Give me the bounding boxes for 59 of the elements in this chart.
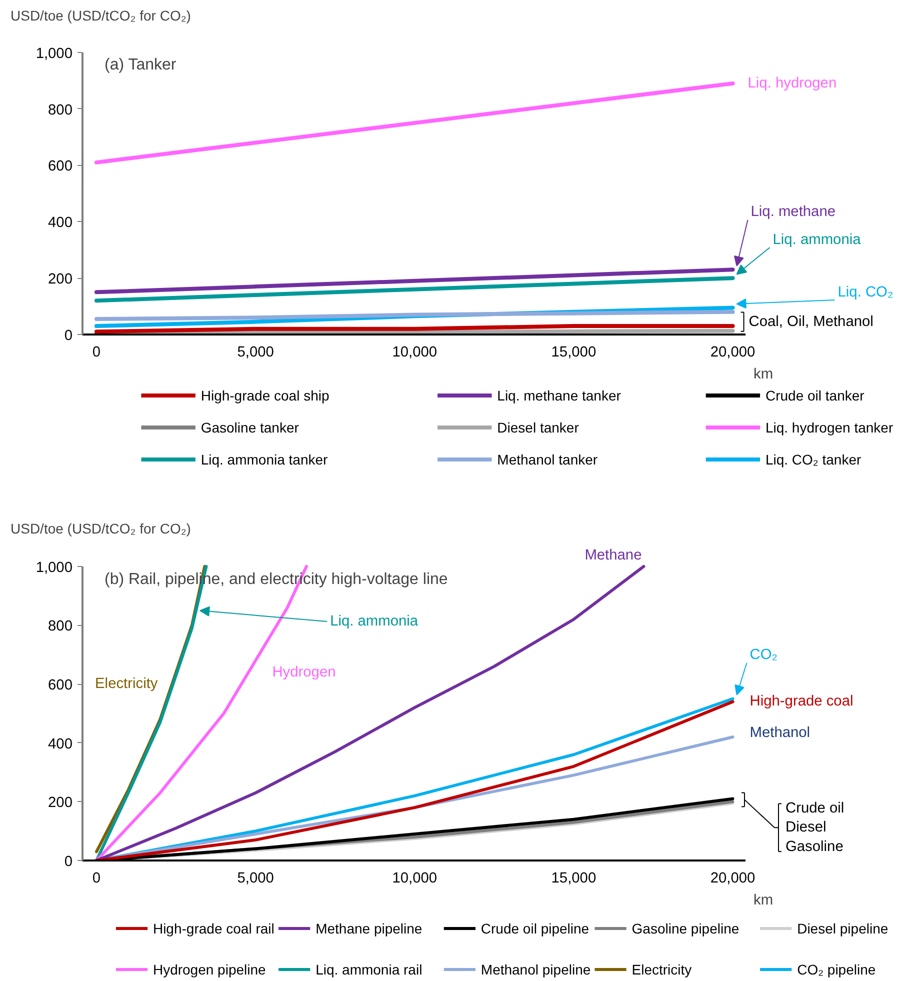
- legend-label: Hydrogen pipeline: [152, 962, 266, 978]
- annotation: Coal, Oil, Methanol: [748, 314, 874, 330]
- legend-label: Diesel tanker: [497, 420, 580, 436]
- x-axis-title: km: [754, 366, 774, 382]
- y-tick-label: 200: [48, 272, 73, 288]
- y-tick-label: 200: [48, 795, 73, 812]
- x-tick-label: 10,000: [392, 344, 438, 360]
- x-tick-label: 0: [92, 344, 101, 360]
- legend-label: High-grade coal ship: [200, 388, 330, 404]
- legend-label: Liq. ammonia rail: [316, 962, 422, 978]
- y-tick-label: 1,000: [36, 46, 73, 62]
- annotation: Liq. hydrogen: [748, 75, 837, 92]
- legend-label: CO₂ pipeline: [797, 962, 876, 978]
- legend-label: Liq. CO₂ tanker: [765, 452, 862, 468]
- annotation: CO₂: [750, 646, 778, 663]
- legend-label: Crude oil pipeline: [480, 920, 590, 936]
- y-tick-label: 0: [64, 854, 73, 870]
- legend-label: Methanol pipeline: [480, 962, 591, 978]
- y-tick-label: 800: [48, 618, 73, 635]
- annotation: Liq. methane: [750, 204, 836, 220]
- legend-label: Liq. hydrogen tanker: [765, 420, 894, 436]
- y-tick-label: 600: [48, 678, 73, 694]
- y-tick-label: 0: [64, 328, 73, 344]
- x-tick-label: 20,000: [710, 344, 756, 360]
- x-tick-label: 5,000: [237, 344, 274, 360]
- y-tick-label: 400: [48, 736, 73, 752]
- chart-title: (a) Tanker: [104, 56, 177, 74]
- legend-label: Electricity: [632, 962, 692, 978]
- annotation: High-grade coal: [750, 694, 854, 710]
- y-axis-title: USD/toe (USD/tCO₂ for CO₂): [10, 520, 191, 536]
- annotation: Liq. ammonia: [330, 614, 419, 630]
- x-axis-title: km: [754, 892, 774, 908]
- y-tick-label: 400: [48, 215, 73, 232]
- legend-label: High-grade coal rail: [152, 920, 274, 936]
- x-tick-label: 20,000: [710, 870, 756, 886]
- x-tick-label: 15,000: [551, 870, 596, 886]
- legend-label: Methanol tanker: [497, 452, 598, 468]
- text: Crude oil Diesel Gasoline: [786, 800, 844, 855]
- x-tick-label: 0: [92, 870, 101, 886]
- legend-label: Diesel pipeline: [797, 920, 888, 936]
- y-axis-title: USD/toe (USD/tCO₂ for CO₂): [10, 8, 191, 24]
- annotation: Methane: [584, 547, 642, 564]
- annotation: Electricity: [95, 676, 158, 692]
- legend-label: Methane pipeline: [316, 920, 422, 936]
- legend-label: Gasoline pipeline: [632, 920, 740, 936]
- x-tick-label: 10,000: [392, 870, 438, 886]
- annotation: Hydrogen: [272, 664, 336, 680]
- legend-label: Liq. methane tanker: [497, 388, 622, 404]
- x-tick-label: 5,000: [237, 870, 274, 886]
- y-tick-label: 800: [48, 102, 73, 118]
- legend-label: Gasoline tanker: [200, 420, 300, 436]
- legend-label: Crude oil tanker: [765, 388, 865, 404]
- y-tick-label: 1,000: [36, 560, 73, 576]
- legend-label: Liq. ammonia tanker: [200, 452, 328, 468]
- y-tick-label: 600: [48, 158, 73, 175]
- annotation: Methanol: [750, 725, 810, 741]
- annotation: Liq. ammonia: [772, 232, 862, 248]
- x-tick-label: 15,000: [551, 344, 596, 360]
- annotation: Liq. CO₂: [838, 284, 894, 300]
